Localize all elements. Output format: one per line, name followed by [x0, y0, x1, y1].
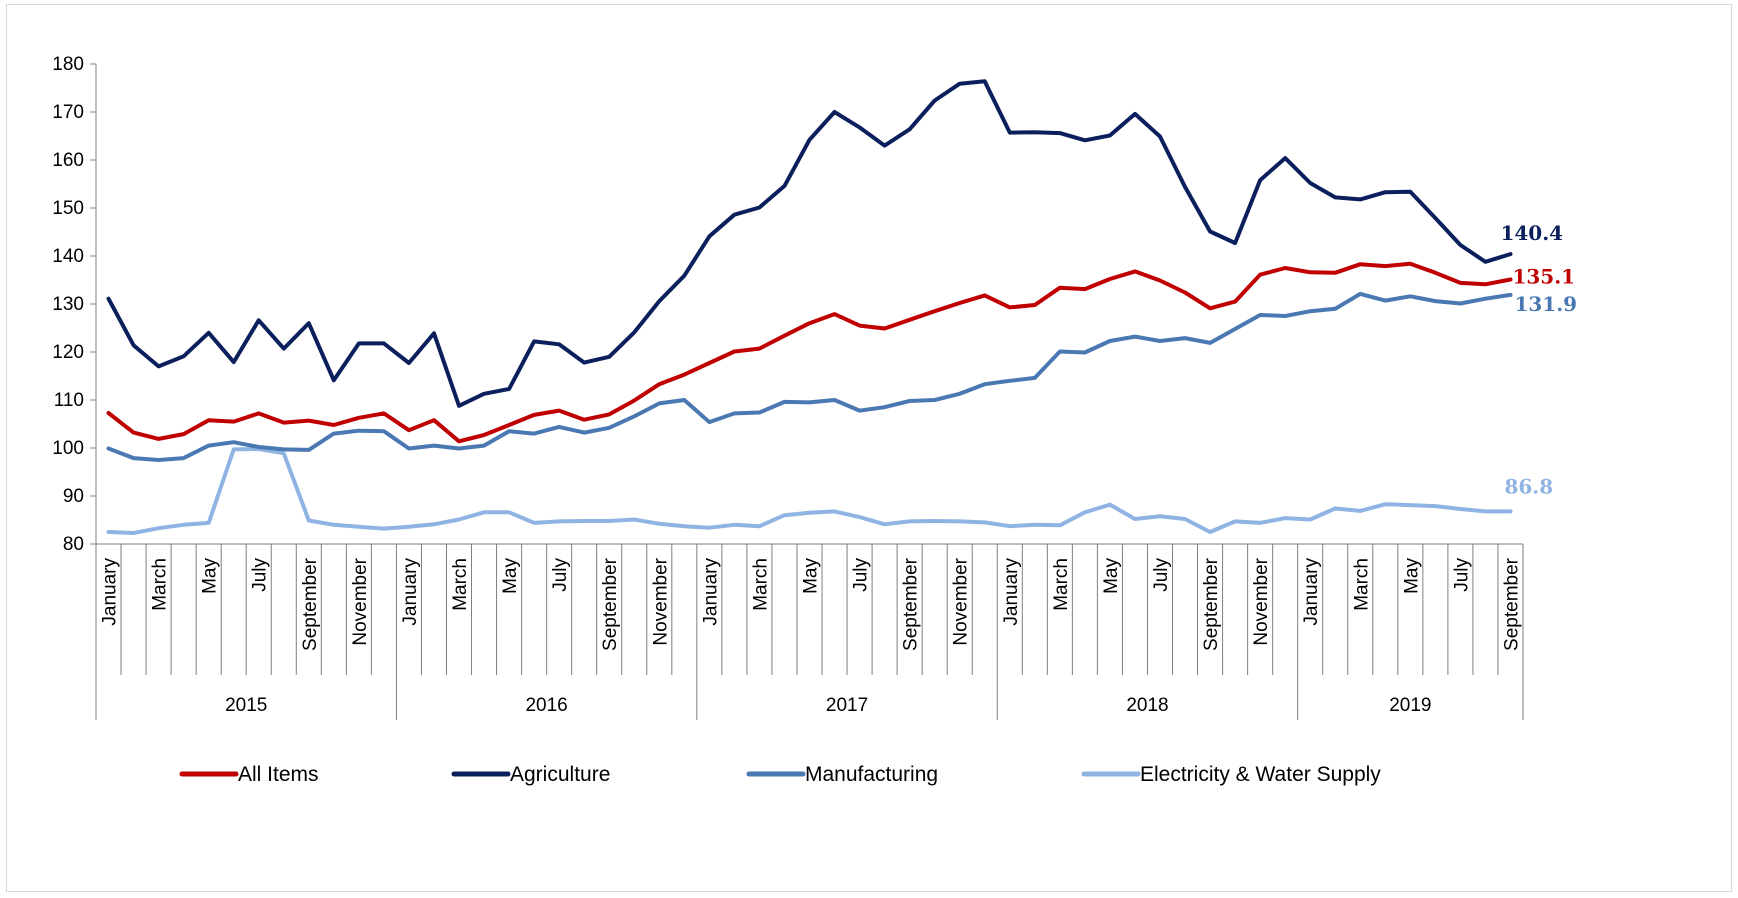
- month-label: July: [1151, 558, 1172, 592]
- year-label: 2015: [225, 695, 267, 716]
- month-label: May: [1401, 558, 1422, 594]
- month-label: July: [550, 558, 571, 592]
- y-tick-label: 100: [52, 438, 84, 459]
- series-line: [106, 79, 1513, 408]
- month-label: March: [1351, 558, 1372, 611]
- y-tick-label: 110: [54, 390, 84, 411]
- legend-entry: Manufacturing: [805, 763, 938, 786]
- y-tick-label: 170: [52, 102, 84, 123]
- year-label: 2017: [826, 695, 868, 716]
- month-label: January: [1301, 558, 1322, 626]
- legend-entry: Electricity & Water Supply: [1140, 763, 1381, 786]
- month-label: November: [650, 557, 671, 645]
- legend-entry: All Items: [238, 763, 319, 786]
- legend-entry: Agriculture: [510, 763, 610, 786]
- month-label: July: [851, 558, 872, 592]
- month-label: May: [1101, 558, 1122, 594]
- data-label: 140.4: [1500, 221, 1563, 245]
- month-label: January: [400, 558, 421, 626]
- month-label: September: [901, 557, 922, 651]
- y-tick-label: 120: [52, 342, 84, 363]
- series-line: [106, 447, 1513, 535]
- series-line: [106, 261, 1513, 444]
- series-line: [106, 291, 1513, 462]
- year-label: 2019: [1389, 695, 1431, 716]
- month-label: September: [300, 557, 321, 651]
- month-label: May: [500, 558, 521, 594]
- y-tick-label: 180: [52, 54, 84, 75]
- month-label: March: [750, 558, 771, 611]
- data-label: 135.1: [1512, 265, 1575, 289]
- y-tick-label: 140: [52, 246, 84, 267]
- month-label: September: [1501, 557, 1522, 651]
- month-label: July: [250, 558, 271, 592]
- y-tick-label: 80: [63, 534, 84, 555]
- y-tick-label: 90: [63, 486, 84, 507]
- month-label: November: [1251, 557, 1272, 645]
- month-label: May: [801, 558, 822, 594]
- line-chart: 80 90 100 110 120 130 140 150 160 170 180 January Ma…: [52, 54, 1577, 786]
- month-label: September: [600, 557, 621, 651]
- month-label: March: [150, 558, 171, 611]
- month-label: January: [100, 558, 121, 626]
- month-label: March: [450, 558, 471, 611]
- year-label: 2018: [1126, 695, 1168, 716]
- y-tick-label: 150: [52, 198, 84, 219]
- month-label: September: [1201, 557, 1222, 651]
- month-label: January: [1001, 558, 1022, 626]
- y-tick-label: 160: [52, 150, 84, 171]
- data-label: 86.8: [1504, 474, 1553, 498]
- month-label: March: [1051, 558, 1072, 611]
- year-label: 2016: [525, 695, 567, 716]
- y-tick-label: 130: [52, 294, 84, 315]
- month-label: November: [350, 557, 371, 645]
- month-label: July: [1451, 558, 1472, 592]
- chart-frame: 80 90 100 110 120 130 140 150 160 170 180 January Ma…: [6, 4, 1732, 892]
- month-label: January: [700, 558, 721, 626]
- month-label: November: [951, 557, 972, 645]
- data-label: 131.9: [1514, 292, 1577, 316]
- month-label: May: [200, 558, 221, 594]
